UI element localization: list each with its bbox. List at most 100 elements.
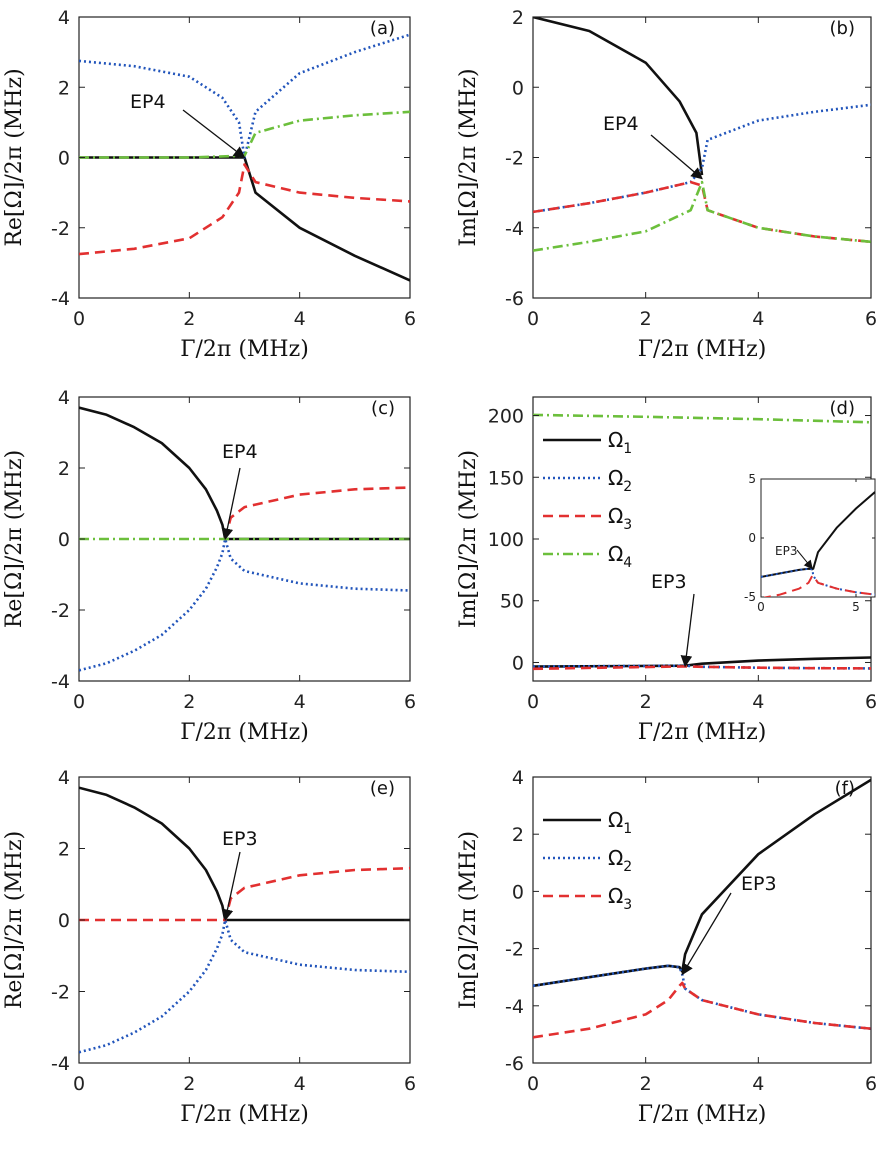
panel-f-xlabel: Γ/2π (MHz) [638, 1102, 767, 1127]
panel-c-series-2-line [79, 537, 410, 672]
panel-d-legend-label-4: Ω4 [608, 542, 632, 571]
panel-d-inset-ytick-label: 0 [748, 531, 756, 545]
panel-a-annotation-text: EP4 [130, 91, 166, 113]
panel-f-legend-label-1: Ω1 [608, 808, 632, 837]
panel-d-inset-annotation-text: EP3 [775, 544, 797, 558]
panel-b-xtick-label: 6 [865, 308, 877, 330]
panel-a-ylabel: Re[Ω]/2π (MHz) [2, 68, 27, 246]
panel-a-xtick-label: 2 [183, 308, 195, 330]
panel-a-xlabel: Γ/2π (MHz) [180, 337, 309, 362]
panel-b-series-2-line [533, 103, 871, 214]
panel-d-legend-label-1: Ω1 [608, 428, 632, 457]
panel-e-annotation-text: EP3 [222, 828, 258, 850]
panel-f-ylabel: Im[Ω]/2π (MHz) [456, 831, 481, 1009]
panel-e-panel-label: (e) [370, 778, 395, 799]
panel-f: 0 2 4 6 4 2 0 -2 -4 -6 Γ/2π (MHz) Im[Ω]/2π (MHz) (f)… [456, 767, 877, 1127]
panel-e-xlabel: Γ/2π (MHz) [180, 1102, 309, 1127]
panel-d-inset-xtick-label: 5 [852, 600, 860, 614]
panel-c-annotation-text: EP4 [222, 441, 258, 463]
panel-c-series-3-line [223, 486, 410, 540]
panel-a-ytick-label: 2 [58, 77, 70, 99]
panel-d-series-3-line [533, 665, 871, 671]
panel-a-series-4-line [79, 110, 410, 159]
panel-e: 0 2 4 6 4 2 0 -2 -4 Γ/2π (MHz) Re[Ω]/2π (MHz) (e) EP… [2, 767, 416, 1127]
panel-a-annotation-arrow [182, 109, 246, 159]
panel-d-xtick-label: 4 [752, 691, 764, 713]
panel-d-xtick-label: 6 [865, 691, 877, 713]
panel-f-panel-label: (f) [835, 778, 855, 799]
panel-b-xtick-label: 4 [752, 308, 764, 330]
panel-b-ytick-label: -4 [505, 218, 524, 240]
panel-c-xtick-label: 6 [404, 691, 416, 713]
panel-e-series-2-line [79, 918, 410, 1054]
panel-f-xtick-label: 2 [640, 1073, 652, 1095]
panel-b-ytick-label: -2 [505, 148, 524, 170]
panel-b: 0 2 4 6 2 0 -2 -4 -6 Γ/2π (MHz) Im[Ω]/2π (MHz) (b) E… [456, 7, 877, 362]
panel-e-xtick-label: 6 [404, 1073, 416, 1095]
panel-c-ytick-label: 0 [58, 529, 70, 551]
panel-e-series-1-line [79, 786, 410, 922]
panel-b-series-1-line [533, 17, 704, 176]
panel-d-inset-annotation-arrow [796, 549, 813, 570]
panel-a-panel-label: (a) [370, 18, 395, 39]
panel-b-annotation-arrow [650, 134, 703, 180]
panel-f-ytick-label: -4 [505, 996, 524, 1018]
panel-d-series-4-line [533, 413, 871, 424]
panel-e-ytick-label: -4 [51, 1053, 70, 1075]
panel-d-ytick-label: 0 [512, 652, 524, 674]
panel-c-xtick-label: 0 [73, 691, 85, 713]
panel-b-plot-area [532, 16, 872, 299]
panel-a: 0 2 4 6 4 2 0 -2 -4 Γ/2π (MHz) Re[Ω]/2π (MHz) (a) EP… [2, 7, 416, 362]
panel-d-legend-label-2: Ω2 [608, 466, 632, 495]
panel-c-ytick-label: -2 [51, 600, 70, 622]
panel-c-series [79, 406, 410, 672]
panel-e-ytick-label: 2 [58, 839, 70, 861]
panel-e-ytick-label: 0 [58, 910, 70, 932]
panel-a-ytick-label: -2 [51, 218, 70, 240]
panel-f-ytick-label: 2 [512, 824, 524, 846]
panel-d-xlabel: Γ/2π (MHz) [638, 720, 767, 745]
panel-b-ylabel: Im[Ω]/2π (MHz) [456, 68, 481, 246]
panel-b-panel-label: (b) [830, 18, 855, 39]
panel-f-ytick-label: -2 [505, 939, 524, 961]
panel-d-inset-ytick-label: -5 [744, 590, 756, 604]
panel-b-ytick-label: 0 [512, 77, 524, 99]
panel-b-ytick-label: 2 [512, 7, 524, 29]
panel-f-ytick-label: 4 [512, 767, 524, 789]
panel-c-annotation-arrow [221, 467, 241, 541]
panel-f-annotation-arrow [681, 892, 732, 976]
panel-f-annotation-text: EP3 [741, 873, 777, 895]
panel-d-ytick-label: 150 [488, 467, 524, 489]
panel-b-series [533, 17, 871, 252]
panel-d-ylabel: Im[Ω]/2π (MHz) [456, 450, 481, 628]
panel-d-annotation-text: EP3 [651, 571, 687, 593]
panel-a-xtick-label: 6 [404, 308, 416, 330]
panel-c: 0 2 4 6 4 2 0 -2 -4 Γ/2π (MHz) Re[Ω]/2π (MHz) (c) EP… [2, 387, 416, 745]
panel-b-xtick-label: 2 [640, 308, 652, 330]
panel-e-xtick-label: 2 [183, 1073, 195, 1095]
panel-a-ytick-label: -4 [51, 288, 70, 310]
panel-d-inset-plot-area [760, 478, 876, 598]
panel-e-ylabel: Re[Ω]/2π (MHz) [2, 831, 27, 1009]
panel-c-ytick-label: 4 [58, 387, 70, 409]
panel-f-legend-label-2: Ω2 [608, 846, 632, 875]
panel-d-annotation-arrow [680, 593, 695, 668]
panel-a-ytick-label: 0 [58, 148, 70, 170]
panel-c-panel-label: (c) [371, 398, 395, 419]
panel-e-xtick-label: 0 [73, 1073, 85, 1095]
panel-a-xtick-label: 4 [294, 308, 306, 330]
panel-f-plot-area [532, 776, 872, 1064]
panel-b-ytick-label: -6 [505, 288, 524, 310]
panel-d-inset-xtick-label: 0 [757, 600, 765, 614]
panel-c-ytick-label: 2 [58, 458, 70, 480]
panel-f-legend-label-3: Ω3 [608, 884, 632, 913]
panel-d-legend-label-3: Ω3 [608, 504, 632, 533]
panel-f-xtick-label: 6 [865, 1073, 877, 1095]
panel-c-xlabel: Γ/2π (MHz) [180, 720, 309, 745]
panel-f-ytick-label: -6 [505, 1053, 524, 1075]
panel-d-ytick-label: 200 [488, 406, 524, 428]
panel-f-xtick-label: 0 [527, 1073, 539, 1095]
